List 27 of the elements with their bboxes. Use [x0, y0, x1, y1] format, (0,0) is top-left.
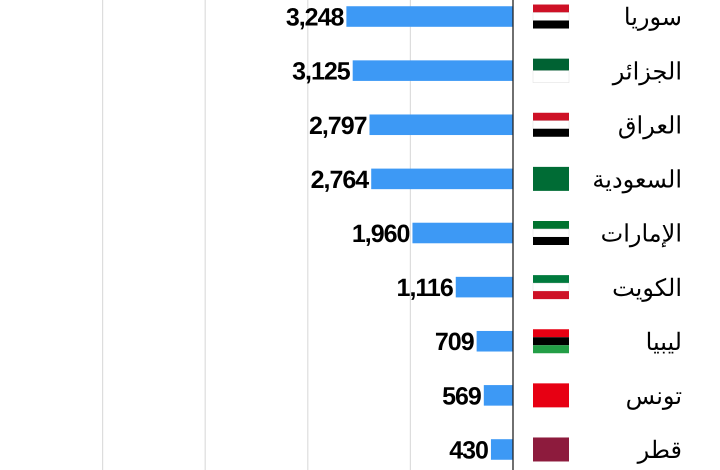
bar — [371, 168, 513, 190]
bar — [476, 330, 513, 352]
bar — [412, 222, 513, 244]
data-label: 3,248 — [286, 4, 344, 32]
y-tick-label: سوريا — [624, 3, 682, 32]
data-label: 709 — [434, 328, 474, 356]
y-tick-label: تونس — [626, 382, 682, 410]
y-tick-label: العراق — [618, 111, 682, 140]
bar — [490, 439, 513, 460]
y-tick-label: الكويت — [612, 274, 682, 302]
data-label: 430 — [449, 436, 488, 464]
y-tick-label: قطر — [636, 436, 682, 464]
y-tick-label: السعودية — [592, 166, 682, 194]
y-tick-label: ليبيا — [646, 328, 682, 356]
bar — [484, 385, 513, 406]
bar — [346, 6, 513, 27]
data-label: 2,764 — [310, 166, 370, 194]
data-label: 1,116 — [396, 274, 453, 302]
y-tick-label: الجزائر — [612, 57, 682, 86]
data-label: 1,960 — [352, 220, 410, 248]
bar — [456, 276, 513, 298]
data-label: 2,797 — [308, 112, 367, 140]
bar — [370, 114, 513, 136]
data-label: 3,125 — [292, 58, 351, 86]
data-label: 569 — [442, 382, 481, 410]
y-tick-label: الإمارات — [600, 220, 682, 248]
bar — [352, 60, 513, 81]
